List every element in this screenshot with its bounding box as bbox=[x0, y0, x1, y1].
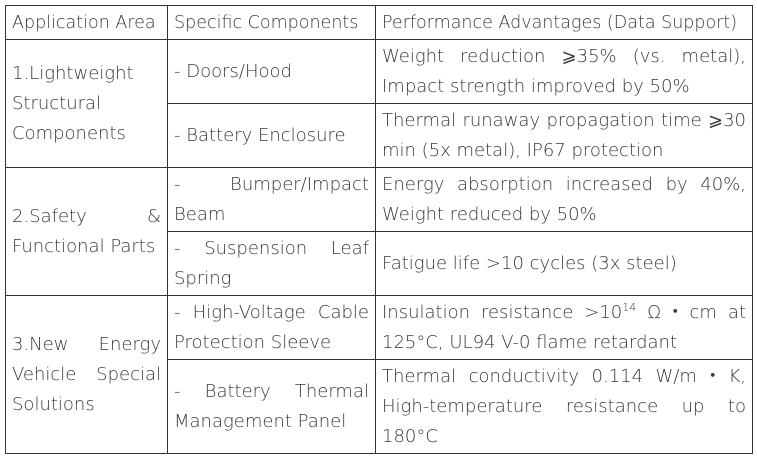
component-cell: - High-Voltage Cable Protection Sleeve bbox=[167, 295, 376, 360]
area-cell: 1.Lightweight Structural Components bbox=[5, 39, 168, 168]
advantage-cell: Weight reduction ⩾35% (vs. metal), Impac… bbox=[375, 39, 753, 104]
header-cell: Specific Components bbox=[167, 5, 376, 40]
table-row: - Battery Thermal Management Panel Therma… bbox=[6, 359, 753, 454]
header-row: Application Area Specific Components Perfo… bbox=[5, 5, 753, 40]
advantage-cell: Thermal conductivity 0.114 W/m・K, High-t… bbox=[375, 359, 753, 454]
table-row: - Battery Enclosure Thermal runaway propa… bbox=[6, 103, 753, 168]
component-cell: - Battery Thermal Management Panel bbox=[167, 359, 376, 454]
superscript: 14 bbox=[622, 300, 637, 314]
component-cell: - Doors/Hood bbox=[167, 39, 376, 104]
advantage-text: Ω・cm at 125°C, UL94 V-0 flame retardant bbox=[382, 301, 747, 353]
data-table: Application Area Specific Components Perfo… bbox=[5, 5, 753, 454]
advantage-cell: Energy absorption increased by 40%, Weig… bbox=[375, 167, 753, 232]
advantage-cell: Fatigue life >10 cycles (3x steel) bbox=[375, 231, 753, 296]
component-cell: - Suspension Leaf Spring bbox=[167, 231, 376, 296]
component-cell: - Bumper/Impact Beam bbox=[167, 167, 376, 232]
table-row: 1.Lightweight Structural Components - Doo… bbox=[5, 39, 753, 168]
advantage-cell: Insulation resistance >1014 Ω・cm at 125°… bbox=[375, 295, 753, 360]
table-row: 2.Safety & Functional Parts - Bumper/Impa… bbox=[5, 167, 753, 296]
header-cell: Performance Advantages (Data Support) bbox=[375, 5, 753, 40]
table-row: - Suspension Leaf Spring Fatigue life >10… bbox=[6, 231, 753, 296]
advantage-cell: Thermal runaway propagation time ⩾30 min… bbox=[375, 103, 753, 168]
area-cell: 2.Safety & Functional Parts bbox=[5, 167, 168, 296]
component-cell: - Battery Enclosure bbox=[167, 103, 376, 168]
area-cell: 3.New Energy Vehicle Special Solutions bbox=[5, 295, 168, 454]
table-row: 3.New Energy Vehicle Special Solutions - … bbox=[5, 295, 753, 454]
header-cell: Application Area bbox=[5, 5, 168, 40]
advantage-text: Insulation resistance >10 bbox=[382, 301, 623, 323]
